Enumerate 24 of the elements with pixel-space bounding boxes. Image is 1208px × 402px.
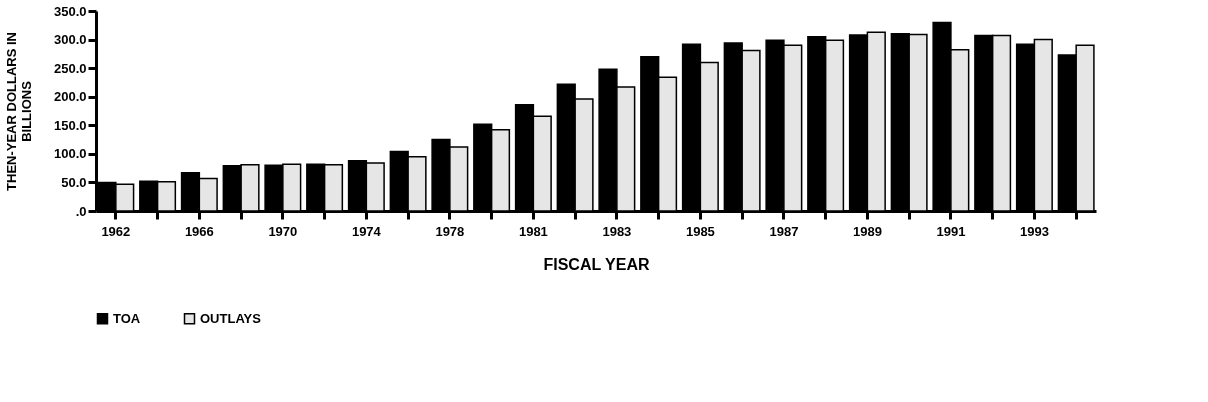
x-tick-label: 1985 [685, 223, 715, 239]
y-tick-label: 150.0 [53, 117, 87, 133]
y-tick-label: 300.0 [53, 32, 87, 48]
x-tick-label: 1966 [184, 223, 214, 239]
y-tick-label: 250.0 [53, 60, 87, 76]
x-tick-label: 1981 [518, 223, 548, 239]
y-tick-label: 200.0 [53, 89, 87, 105]
x-tick-label: 1991 [936, 223, 966, 239]
x-tick-label: 1978 [435, 223, 465, 239]
x-tick-label: 1993 [1019, 223, 1049, 239]
x-tick-label: 1974 [351, 223, 382, 239]
x-tick-label: 1970 [268, 223, 298, 239]
x-tick-label: 1983 [602, 223, 632, 239]
x-tick-label: 1987 [769, 223, 799, 239]
y-tick-label: 100.0 [53, 146, 87, 162]
legend-label: OUTLAYS [200, 310, 262, 326]
x-axis-title: FISCAL YEAR [543, 255, 650, 273]
legend-label: TOA [113, 310, 141, 326]
y-axis-title: THEN-YEAR DOLLARS IN BILLIONS [3, 32, 34, 191]
y-tick-label: .0 [75, 203, 87, 219]
x-tick-label: 1989 [852, 223, 882, 239]
x-tick-label: 1962 [101, 223, 131, 239]
y-tick-label: 350.0 [53, 3, 87, 19]
y-tick-label: 50.0 [61, 174, 87, 190]
